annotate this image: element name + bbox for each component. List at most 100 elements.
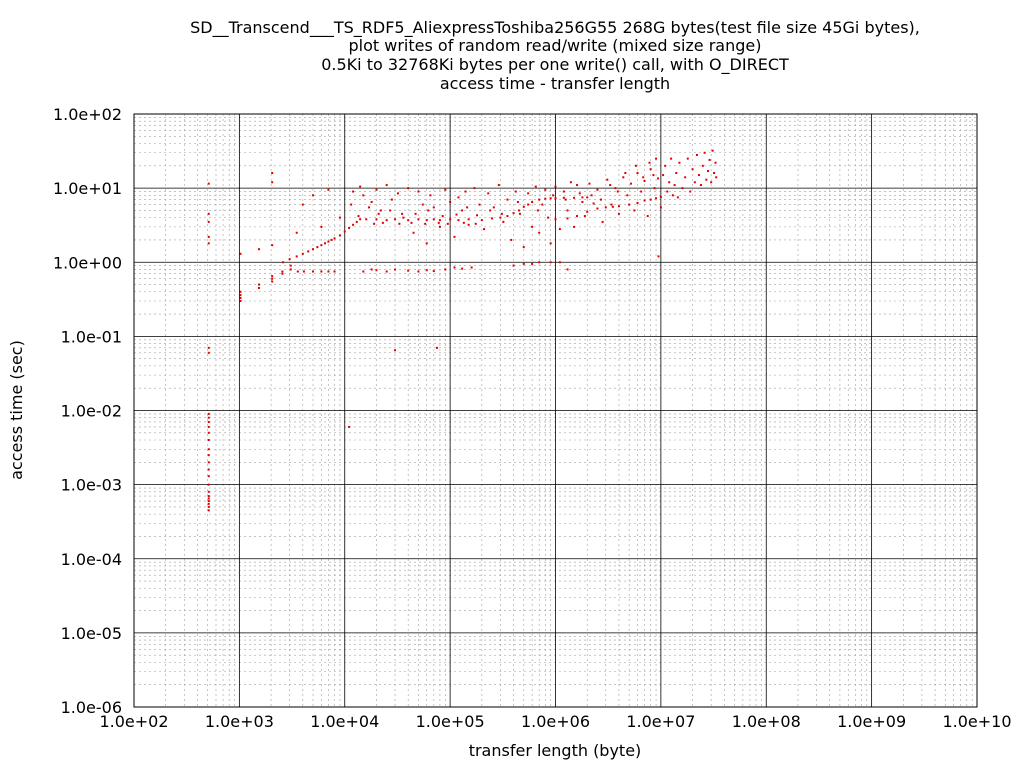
- data-point: [333, 237, 336, 240]
- data-point: [461, 209, 464, 212]
- data-point: [464, 190, 467, 193]
- data-point: [348, 425, 351, 428]
- data-point: [562, 196, 565, 199]
- data-point: [541, 203, 544, 206]
- data-point: [549, 261, 552, 264]
- data-point: [611, 205, 614, 208]
- x-tick-label: 1.0e+09: [837, 712, 906, 731]
- data-point: [207, 448, 210, 451]
- data-point: [527, 203, 530, 206]
- data-point: [514, 190, 517, 193]
- data-point: [691, 168, 694, 171]
- data-point: [432, 270, 435, 273]
- data-point: [446, 222, 449, 225]
- data-point: [370, 200, 373, 203]
- data-point: [301, 203, 304, 206]
- data-point: [606, 178, 609, 181]
- data-point: [628, 203, 631, 206]
- data-point: [554, 197, 557, 200]
- data-point: [375, 188, 378, 191]
- data-point: [207, 495, 210, 498]
- data-point: [652, 174, 655, 177]
- data-point: [592, 202, 595, 205]
- x-tick-label: 1.0e+06: [521, 712, 590, 731]
- data-point: [355, 220, 358, 223]
- data-point: [352, 223, 355, 226]
- data-point: [449, 200, 452, 203]
- data-point: [596, 188, 599, 191]
- data-point: [590, 194, 593, 197]
- data-point: [492, 206, 495, 209]
- data-point: [207, 412, 210, 415]
- data-point: [207, 461, 210, 464]
- data-point: [636, 171, 639, 174]
- data-point: [653, 187, 656, 190]
- data-point: [558, 228, 561, 231]
- data-point: [389, 209, 392, 212]
- data-point: [449, 218, 452, 221]
- data-point: [699, 184, 702, 187]
- data-point: [512, 212, 515, 215]
- data-point: [207, 425, 210, 428]
- data-point: [491, 217, 494, 220]
- title-line-4: access time - transfer length: [440, 74, 670, 93]
- data-point: [424, 222, 427, 225]
- data-point: [271, 277, 274, 280]
- data-point: [487, 192, 490, 195]
- data-point: [706, 170, 709, 173]
- x-tick-label: 1.0e+02: [99, 712, 168, 731]
- data-point: [604, 206, 607, 209]
- y-tick-labels: 1.0e+02 1.0e+01 1.0e+00 1.0e-01 1.0e-02 1.0e-…: [53, 105, 122, 717]
- data-point: [207, 490, 210, 493]
- data-point: [432, 218, 435, 221]
- data-point: [207, 438, 210, 441]
- data-point: [239, 290, 242, 293]
- data-point: [421, 203, 424, 206]
- data-point: [207, 497, 210, 500]
- data-point: [207, 235, 210, 238]
- data-point: [649, 168, 652, 171]
- data-point: [655, 197, 658, 200]
- data-point: [609, 184, 612, 187]
- data-point: [407, 269, 410, 272]
- data-point: [506, 198, 509, 201]
- y-tick-label: 1.0e-05: [61, 624, 122, 643]
- data-point: [659, 206, 662, 209]
- data-point: [476, 214, 479, 217]
- data-point: [629, 182, 632, 185]
- data-point: [427, 209, 430, 212]
- data-point: [705, 178, 708, 181]
- data-point: [681, 187, 684, 190]
- data-point: [697, 174, 700, 177]
- data-point: [327, 240, 330, 243]
- data-point: [330, 238, 333, 241]
- data-point: [207, 416, 210, 419]
- data-point: [527, 192, 530, 195]
- data-point: [617, 212, 620, 215]
- data-point: [655, 157, 658, 160]
- data-point: [599, 198, 602, 201]
- data-point: [258, 283, 261, 286]
- data-point: [455, 213, 458, 216]
- data-point: [333, 270, 336, 273]
- data-point: [573, 196, 576, 199]
- data-point: [506, 215, 509, 218]
- data-point: [659, 195, 662, 198]
- data-point: [327, 270, 330, 273]
- data-point: [666, 190, 669, 193]
- data-point: [502, 220, 505, 223]
- data-point: [402, 216, 405, 219]
- data-point: [617, 205, 620, 208]
- data-point: [473, 187, 476, 190]
- data-point: [271, 280, 274, 283]
- data-point: [614, 187, 617, 190]
- data-point: [295, 255, 298, 258]
- title-line-3: 0.5Ki to 32768Ki bytes per one write() c…: [321, 55, 789, 75]
- data-point: [281, 272, 284, 275]
- x-tick-label: 1.0e+10: [942, 712, 1011, 731]
- data-point: [312, 248, 315, 251]
- data-point: [531, 262, 534, 265]
- data-point: [437, 221, 440, 224]
- x-tick-label: 1.0e+03: [205, 712, 274, 731]
- data-point: [531, 200, 534, 203]
